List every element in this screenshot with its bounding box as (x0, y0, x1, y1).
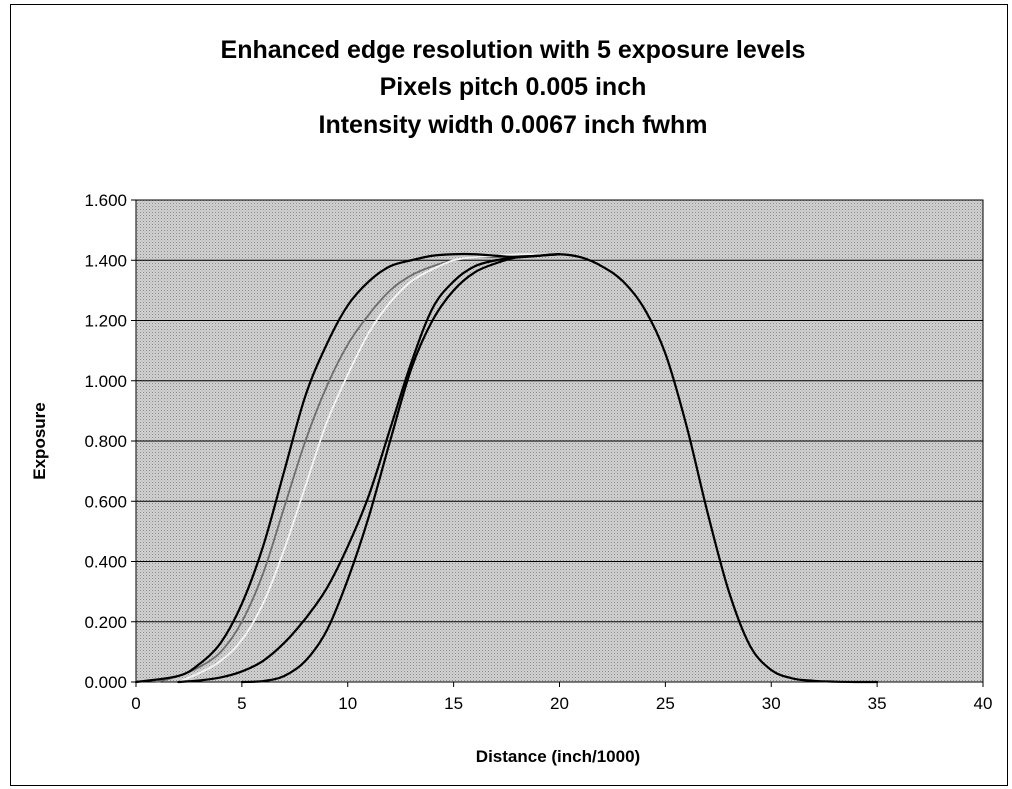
chart-title-line-1: Enhanced edge resolution with 5 exposure… (221, 36, 806, 64)
chart: Enhanced edge resolution with 5 exposure… (11, 5, 1007, 785)
chart-frame: Enhanced edge resolution with 5 exposure… (10, 4, 1008, 786)
y-tick-label: 0.000 (84, 673, 127, 692)
chart-title-line-2: Pixels pitch 0.005 inch (380, 73, 647, 101)
y-tick-label: 1.200 (84, 312, 127, 331)
x-tick-label: 10 (338, 694, 357, 713)
x-tick-label: 20 (550, 694, 569, 713)
y-tick-label: 1.400 (84, 251, 127, 270)
x-axis-label: Distance (inch/1000) (476, 747, 640, 766)
y-tick-label: 1.600 (84, 191, 127, 210)
y-tick-label: 1.000 (84, 372, 127, 391)
y-tick-label: 0.600 (84, 492, 127, 511)
x-tick-label: 35 (868, 694, 887, 713)
y-tick-label: 0.800 (84, 432, 127, 451)
y-tick-label: 0.200 (84, 613, 127, 632)
x-tick-label: 0 (131, 694, 140, 713)
y-tick-label: 0.400 (84, 553, 127, 572)
y-axis-label: Exposure (30, 402, 49, 479)
x-tick-label: 25 (656, 694, 675, 713)
x-tick-label: 15 (444, 694, 463, 713)
x-tick-label: 30 (762, 694, 781, 713)
x-tick-label: 5 (237, 694, 246, 713)
x-tick-label: 40 (974, 694, 993, 713)
y-tick-labels: 0.000 0.200 0.400 0.600 0.800 1.000 1.200 1.400… (84, 191, 136, 692)
chart-title-line-3: Intensity width 0.0067 inch fwhm (319, 111, 708, 139)
x-tick-labels: 0 5 10 15 20 25 30 35 40 (131, 682, 992, 713)
